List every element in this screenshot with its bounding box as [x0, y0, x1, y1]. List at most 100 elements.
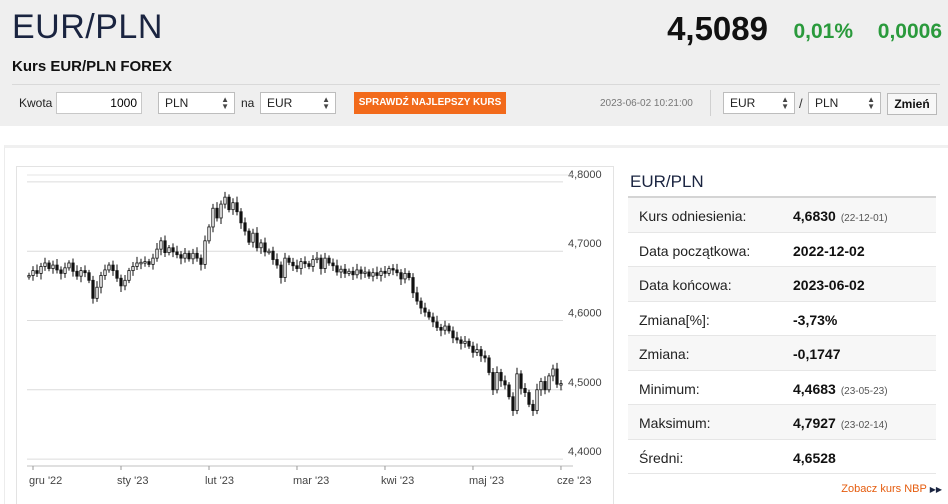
candle-body [323, 257, 327, 269]
info-row-value-text: 2023-06-02 [793, 277, 865, 293]
info-row: Data początkowa: 2022-12-02 [628, 233, 936, 267]
candle-body [187, 252, 191, 260]
change-pair-button[interactable]: Zmień [887, 93, 937, 115]
candle-body [543, 381, 547, 391]
candle-body [407, 272, 411, 278]
candle-body [327, 257, 331, 264]
candle-body [487, 357, 491, 373]
change-percent: 0,01% [793, 20, 853, 43]
pair-separator: / [799, 96, 803, 111]
candle-body [559, 383, 563, 386]
candle-body [515, 373, 519, 411]
quote-currency-value: PLN [815, 96, 839, 110]
candle-body [143, 261, 147, 264]
header-divider [12, 84, 940, 85]
candle-body [447, 325, 451, 332]
candle-body [471, 345, 475, 353]
candle-body [95, 286, 99, 299]
candle-body [303, 261, 307, 265]
candle-body [335, 265, 339, 273]
candle-body [299, 261, 303, 269]
select-arrow-icon: ▲ ▼ [867, 95, 875, 111]
select-arrow-icon: ▲ ▼ [322, 95, 330, 111]
check-best-rate-button[interactable]: SPRAWDŹ NAJLEPSZY KURS [354, 92, 506, 114]
candle-body [431, 316, 435, 323]
candle-body [315, 257, 319, 261]
chart-container[interactable]: 4,8000 4,7000 4,6000 4,5000 4,4000 gru '22 sty… [16, 166, 614, 504]
candle-body [551, 368, 555, 377]
info-row-date-note: (22-12-01) [840, 213, 888, 224]
base-currency-select[interactable]: EUR ▲ ▼ [723, 92, 795, 114]
candle-body [163, 240, 167, 253]
info-row-value-text: 4,7927 [793, 415, 836, 431]
vertical-divider [710, 90, 711, 116]
candle-body [415, 292, 419, 302]
candle-body [375, 272, 379, 276]
info-row: Data końcowa: 2023-06-02 [628, 267, 936, 302]
info-rows: Kurs odniesienia: 4,6830 (22-12-01) Data po… [628, 198, 936, 474]
candle-body [403, 272, 407, 280]
candle-body [439, 327, 443, 331]
candle-body [219, 203, 223, 219]
candle-body [367, 271, 371, 277]
double-arrow-icon: ▶▶ [929, 485, 942, 494]
candle-body [195, 252, 199, 259]
x-tick-label: sty '23 [117, 475, 148, 487]
candle-body [239, 211, 243, 224]
candle-body [535, 389, 539, 411]
candle-body [391, 268, 395, 271]
info-row: Minimum: 4,4683 (23-05-23) [628, 371, 936, 405]
candle-body [519, 373, 523, 389]
candle-body [251, 232, 255, 243]
info-row-date-note: (23-02-14) [840, 420, 888, 431]
candle-body [67, 262, 71, 269]
info-row: Zmiana: -0,1747 [628, 336, 936, 371]
candle-body [419, 300, 423, 309]
candle-body [91, 279, 95, 299]
candle-body [123, 279, 127, 287]
x-tick-label: cze '23 [557, 475, 592, 487]
header-bar: EUR/PLN Kurs EUR/PLN FOREX 4,5089 0,01% … [0, 0, 948, 126]
candle-body [223, 196, 227, 205]
candle-body [179, 254, 183, 259]
amount-input[interactable] [56, 92, 142, 114]
info-row-value: 2022-12-02 [793, 243, 865, 259]
select-arrow-icon: ▲ ▼ [781, 95, 789, 111]
from-currency-select[interactable]: PLN ▲ ▼ [158, 92, 235, 114]
candle-body [363, 271, 367, 274]
to-currency-select[interactable]: EUR ▲ ▼ [260, 92, 336, 114]
candle-body [71, 262, 75, 272]
candle-body [307, 263, 311, 267]
candle-body [119, 277, 123, 287]
candle-body [175, 251, 179, 256]
quote-currency-select[interactable]: PLN ▲ ▼ [808, 92, 881, 114]
candle-body [171, 247, 175, 253]
from-currency-value: PLN [165, 96, 189, 110]
candle-body [351, 270, 355, 276]
candle-body [499, 372, 503, 382]
nbp-rate-link[interactable]: Zobacz kurs NBP ▶▶ [841, 483, 942, 495]
candle-body [507, 384, 511, 398]
info-row-value-text: 4,4683 [793, 380, 836, 397]
candle-body [235, 202, 239, 213]
y-tick-label: 4,4000 [568, 446, 602, 458]
candle-body [183, 252, 187, 259]
candle-body [115, 270, 119, 279]
candle-body [331, 262, 335, 267]
candle-body [295, 265, 299, 269]
candle-body [287, 257, 291, 263]
candle-body [523, 387, 527, 393]
candle-body [311, 259, 315, 267]
candle-body [343, 268, 347, 274]
x-tick-label: gru '22 [29, 475, 62, 487]
candle-body [263, 242, 267, 253]
candle-body [483, 355, 487, 359]
candle-body [231, 202, 235, 211]
candlestick-chart[interactable]: 4,8000 4,7000 4,6000 4,5000 4,4000 gru '22 sty… [17, 167, 615, 504]
candle-body [103, 269, 107, 276]
info-row-value-text: -3,73% [793, 311, 838, 328]
candle-body [243, 222, 247, 232]
candle-body [111, 264, 115, 272]
candle-body [451, 330, 455, 339]
candle-body [255, 232, 259, 249]
